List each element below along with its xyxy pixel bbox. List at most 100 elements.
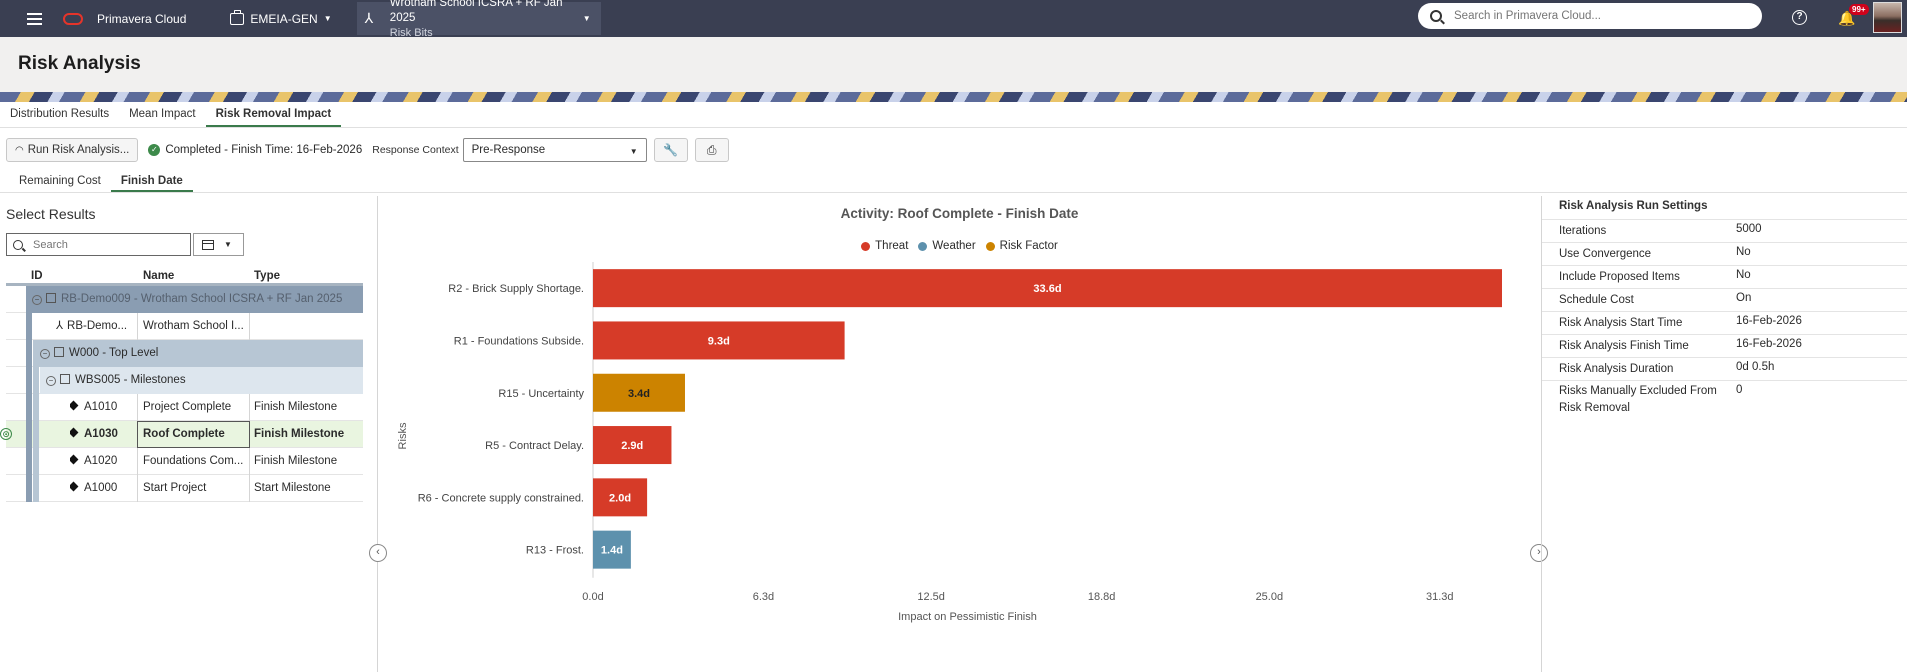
setting-label: Risk Analysis Duration bbox=[1559, 363, 1674, 375]
bar-data-label: 1.4d bbox=[601, 545, 623, 557]
column-name[interactable]: Name bbox=[143, 270, 175, 282]
global-search-input[interactable] bbox=[1454, 10, 1744, 22]
results-search[interactable] bbox=[6, 233, 191, 256]
table-row[interactable]: ⅄ RB-Demo... Wrotham School I... bbox=[6, 313, 363, 340]
category-tick-label: R1 - Foundations Subside. bbox=[454, 335, 584, 347]
run-risk-analysis-label: Run Risk Analysis... bbox=[27, 144, 130, 156]
run-settings-panel: Risk Analysis Run Settings Iterations 500… bbox=[1541, 196, 1907, 672]
table-row[interactable]: A1000 Start Project Start Milestone bbox=[6, 475, 363, 502]
category-tick-label: R6 - Concrete supply constrained. bbox=[418, 492, 584, 504]
row-name: Roof Complete bbox=[143, 428, 225, 440]
collapse-left-button[interactable]: ‹ bbox=[369, 544, 387, 562]
table-row[interactable]: A1020 Foundations Com... Finish Mileston… bbox=[6, 448, 363, 475]
setting-label: Iterations bbox=[1559, 225, 1607, 237]
workspace-icon bbox=[230, 9, 245, 25]
group-label: RB-Demo009 - Wrotham School ICSRA + RF J… bbox=[61, 293, 343, 305]
setting-label: Risk Analysis Start Time bbox=[1559, 317, 1683, 329]
setting-value: 0d 0.5h bbox=[1736, 361, 1775, 373]
collapse-icon[interactable]: − bbox=[32, 295, 42, 305]
legend-item-threat[interactable]: Threat bbox=[861, 240, 908, 252]
print-button[interactable]: ⎙ bbox=[694, 138, 729, 162]
stack-icon bbox=[54, 346, 64, 357]
project-selector[interactable]: ⅄ Wrotham School ICSRA + RF Jan 2025 Ris… bbox=[356, 0, 601, 39]
legend-item-risk-factor[interactable]: Risk Factor bbox=[985, 240, 1058, 252]
response-context-label: Response Context bbox=[372, 144, 459, 156]
collapse-icon[interactable]: − bbox=[46, 376, 56, 386]
tab-distribution-results[interactable]: Distribution Results bbox=[10, 108, 110, 120]
table-row-wbs-group[interactable]: − WBS005 - Milestones bbox=[6, 367, 363, 394]
menu-button[interactable] bbox=[17, 0, 51, 37]
run-settings-title: Risk Analysis Run Settings bbox=[1559, 200, 1708, 212]
global-search[interactable] bbox=[1418, 3, 1762, 29]
legend-label: Weather bbox=[932, 240, 976, 252]
chevron-down-icon: ▼ bbox=[224, 240, 232, 249]
chart-title: Activity: Roof Complete - Finish Date bbox=[840, 206, 1079, 221]
milestone-icon bbox=[70, 482, 79, 492]
notification-badge: 99+ bbox=[1849, 4, 1869, 15]
tab-remaining-cost[interactable]: Remaining Cost bbox=[19, 175, 101, 187]
chevron-right-icon: › bbox=[1537, 546, 1541, 558]
category-tick-label: R15 - Uncertainty bbox=[498, 388, 584, 400]
setting-label: Risks Manually Excluded From Risk Remova… bbox=[1559, 385, 1717, 414]
tab-finish-date[interactable]: Finish Date bbox=[110, 171, 193, 192]
workspace-selector[interactable]: EMEIA-GEN ▼ bbox=[230, 9, 332, 26]
row-name: Start Project bbox=[143, 482, 207, 494]
tab-mean-impact[interactable]: Mean Impact bbox=[129, 108, 196, 120]
table-row-selected[interactable]: ⊙ A1030 Roof Complete Finish Milestone bbox=[0, 421, 363, 448]
row-type: Start Milestone bbox=[254, 482, 331, 494]
response-context-value: Pre-Response bbox=[471, 144, 546, 156]
page-title: Risk Analysis bbox=[18, 53, 141, 74]
settings-wrench-button[interactable]: 🔧 bbox=[653, 138, 688, 162]
bar-r1[interactable] bbox=[593, 321, 845, 360]
column-type[interactable]: Type bbox=[254, 270, 280, 282]
app-name[interactable]: Primavera Cloud bbox=[97, 11, 187, 26]
milestone-icon bbox=[70, 455, 79, 465]
chart-legend: Threat Weather Risk Factor bbox=[379, 240, 1540, 252]
table-view-icon bbox=[202, 239, 214, 250]
category-tick-label: R2 - Brick Supply Shortage. bbox=[448, 283, 584, 295]
table-row-wbs-group[interactable]: − W000 - Top Level bbox=[6, 340, 363, 367]
project-subtitle: Risk Bits bbox=[389, 27, 433, 39]
toolbar: ◠ Run Risk Analysis... ✓ Completed - Fin… bbox=[6, 138, 729, 162]
collapse-right-button[interactable]: › bbox=[1530, 544, 1548, 562]
bar-r5[interactable] bbox=[593, 426, 672, 465]
print-icon: ⎙ bbox=[706, 142, 717, 157]
column-id[interactable]: ID bbox=[31, 270, 43, 282]
bar-r6[interactable] bbox=[593, 478, 648, 517]
help-icon[interactable]: ? bbox=[1792, 10, 1807, 25]
select-results-title: Select Results bbox=[6, 206, 96, 222]
legend-dot bbox=[918, 241, 928, 251]
stack-icon bbox=[60, 373, 70, 384]
bar-r2[interactable] bbox=[593, 269, 1502, 308]
decorative-banner bbox=[0, 92, 1907, 102]
response-context-select[interactable]: Pre-Response ▼ bbox=[462, 138, 647, 162]
hamburger-icon bbox=[26, 12, 42, 25]
setting-label: Include Proposed Items bbox=[1559, 271, 1680, 283]
row-type: Finish Milestone bbox=[254, 428, 345, 440]
table-row[interactable]: A1010 Project Complete Finish Milestone bbox=[6, 394, 363, 421]
group-label: W000 - Top Level bbox=[69, 347, 159, 359]
select-results-panel: Select Results ▼ ID Name Type − RB-Demo00… bbox=[0, 196, 378, 672]
bar-chart-svg: 33.6d R2 - Brick Supply Shortage. 9.3d R1 -… bbox=[397, 262, 1502, 623]
oracle-logo[interactable] bbox=[63, 12, 83, 25]
avatar[interactable] bbox=[1873, 2, 1902, 33]
collapse-icon[interactable]: − bbox=[40, 349, 50, 359]
table-row-project-group[interactable]: − RB-Demo009 - Wrotham School ICSRA + RF … bbox=[6, 286, 363, 313]
run-risk-analysis-button[interactable]: ◠ Run Risk Analysis... bbox=[6, 138, 139, 162]
results-search-input[interactable] bbox=[33, 238, 183, 251]
result-subtabs: Remaining Cost Finish Date bbox=[0, 171, 1907, 193]
bar-r15[interactable] bbox=[593, 373, 685, 412]
hierarchy-icon: ⅄ bbox=[56, 320, 64, 332]
bar-r13[interactable] bbox=[593, 530, 631, 569]
tab-risk-removal-impact[interactable]: Risk Removal Impact bbox=[205, 104, 342, 127]
setting-value: 0 bbox=[1736, 384, 1743, 396]
stack-icon bbox=[46, 292, 56, 303]
legend-dot bbox=[861, 241, 871, 251]
legend-item-weather[interactable]: Weather bbox=[918, 240, 976, 252]
legend-dot bbox=[985, 241, 995, 251]
settings-row: Risk Analysis Duration 0d 0.5h bbox=[1542, 357, 1907, 380]
view-options-button[interactable]: ▼ bbox=[193, 233, 244, 256]
milestone-icon bbox=[70, 401, 79, 411]
row-name: Foundations Com... bbox=[143, 455, 244, 467]
gauge-icon: ◠ bbox=[15, 144, 24, 156]
